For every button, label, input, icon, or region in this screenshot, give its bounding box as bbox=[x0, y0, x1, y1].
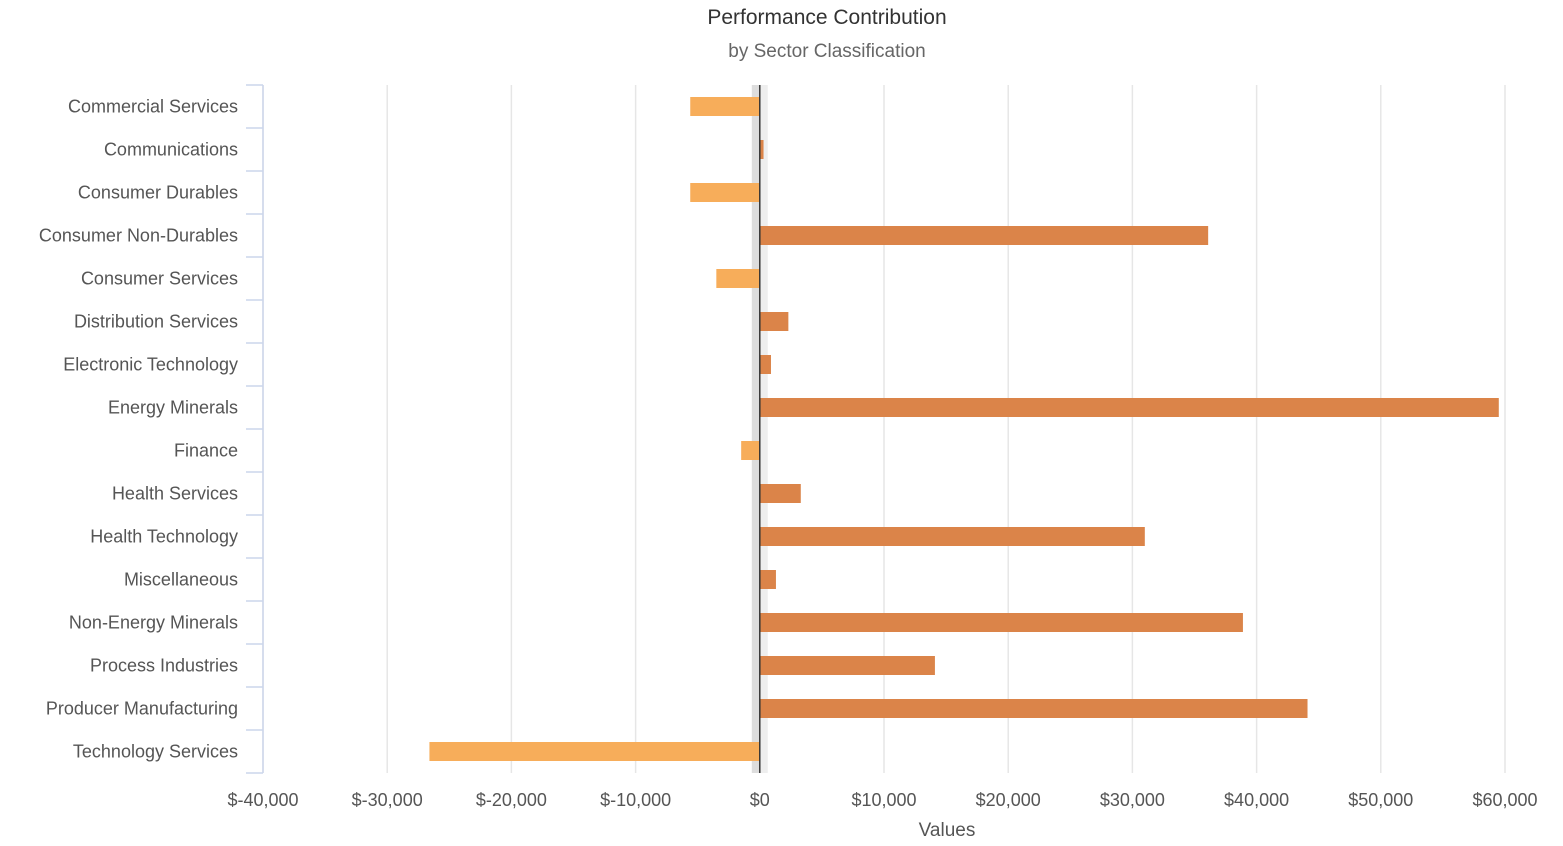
category-label: Distribution Services bbox=[74, 312, 238, 332]
category-label: Finance bbox=[174, 441, 238, 461]
category-label: Non-Energy Minerals bbox=[69, 613, 238, 633]
x-tick-label: $10,000 bbox=[851, 790, 916, 810]
bar[interactable] bbox=[759, 570, 776, 589]
zero-band bbox=[751, 85, 760, 773]
category-label: Electronic Technology bbox=[63, 355, 238, 375]
category-label: Communications bbox=[104, 140, 238, 160]
zero-band-right bbox=[760, 85, 768, 773]
y-axis bbox=[246, 84, 264, 774]
bar[interactable] bbox=[759, 355, 771, 374]
x-tick-labels: $-40,000 $-30,000 $-20,000 $-10,000 $0 $10,00… bbox=[227, 790, 1537, 810]
x-tick-label: $0 bbox=[750, 790, 770, 810]
chart-title: Performance Contribution bbox=[707, 6, 946, 29]
category-label: Consumer Services bbox=[81, 269, 238, 289]
bar[interactable] bbox=[741, 441, 760, 460]
category-label: Energy Minerals bbox=[108, 398, 238, 418]
category-labels: Commercial Services Communications Consume… bbox=[39, 97, 238, 762]
chart-subtitle: by Sector Classification bbox=[728, 41, 925, 62]
x-tick-label: $-30,000 bbox=[352, 790, 423, 810]
category-label: Consumer Durables bbox=[78, 183, 238, 203]
category-label: Consumer Non-Durables bbox=[39, 226, 238, 246]
x-tick-label: $50,000 bbox=[1348, 790, 1413, 810]
x-tick-label: $-20,000 bbox=[476, 790, 547, 810]
x-axis-title: Values bbox=[919, 820, 976, 841]
bar[interactable] bbox=[759, 613, 1243, 632]
bar[interactable] bbox=[690, 183, 760, 202]
category-label: Health Services bbox=[112, 484, 238, 504]
bar[interactable] bbox=[759, 527, 1145, 546]
x-tick-label: $20,000 bbox=[976, 790, 1041, 810]
x-tick-label: $30,000 bbox=[1100, 790, 1165, 810]
bar[interactable] bbox=[716, 269, 760, 288]
bar[interactable] bbox=[759, 398, 1499, 417]
bars bbox=[429, 85, 1499, 773]
bar[interactable] bbox=[759, 484, 801, 503]
category-label: Health Technology bbox=[90, 527, 238, 547]
bar[interactable] bbox=[759, 140, 764, 159]
bar[interactable] bbox=[690, 97, 760, 116]
x-tick-label: $-40,000 bbox=[227, 790, 298, 810]
bar[interactable] bbox=[759, 656, 935, 675]
category-label: Commercial Services bbox=[68, 97, 238, 117]
category-label: Process Industries bbox=[90, 656, 238, 676]
bar[interactable] bbox=[759, 226, 1209, 245]
bar[interactable] bbox=[429, 742, 760, 761]
category-label: Miscellaneous bbox=[124, 570, 238, 590]
bar[interactable] bbox=[759, 699, 1308, 718]
bar[interactable] bbox=[759, 312, 789, 331]
x-tick-label: $-10,000 bbox=[600, 790, 671, 810]
x-tick-label: $40,000 bbox=[1224, 790, 1289, 810]
category-label: Producer Manufacturing bbox=[46, 699, 238, 719]
gridlines bbox=[262, 85, 1506, 773]
category-label: Technology Services bbox=[73, 742, 238, 762]
x-tick-label: $60,000 bbox=[1472, 790, 1537, 810]
